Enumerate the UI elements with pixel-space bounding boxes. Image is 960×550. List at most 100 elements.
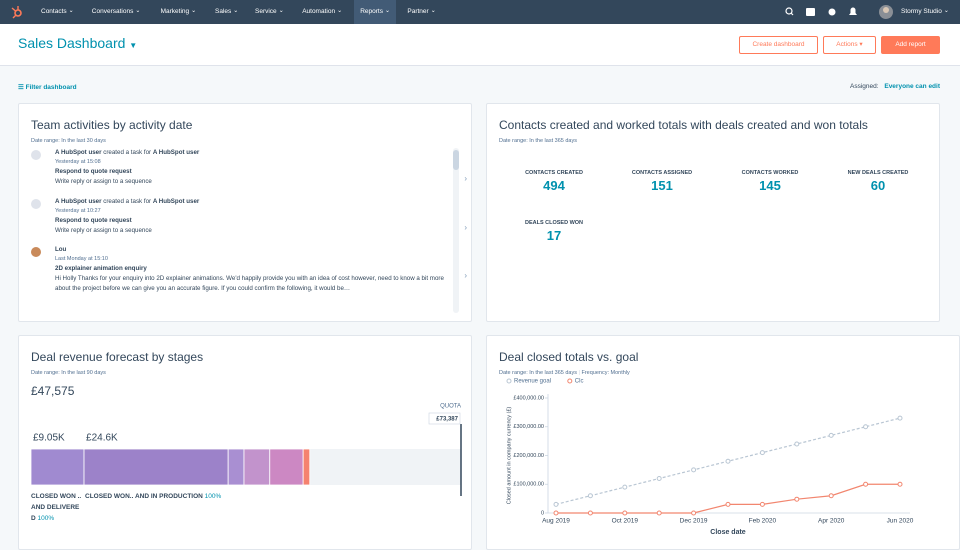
y-axis-label: Closed amount in company currency (£) <box>506 407 512 505</box>
actor: Lou <box>55 246 67 253</box>
quota-caption: QUOTA <box>440 404 461 410</box>
x-tick-label: Jun 2020 <box>887 518 914 525</box>
body-text: Write reply or assign to a sequence <box>55 178 152 185</box>
y-tick-label: £200,000.00 <box>513 453 544 459</box>
stage-name: CLOSED WON .. AND DELIVERED <box>31 493 82 522</box>
point <box>656 476 662 481</box>
metric-value: 17 <box>546 228 562 243</box>
nav-item[interactable]: Marketing <box>155 0 203 24</box>
add-report-button[interactable]: Add report <box>881 36 940 54</box>
quota-value: £73,387 <box>436 417 458 423</box>
filter-text: Filter dashboard <box>25 84 77 91</box>
nav-item[interactable]: Service <box>249 0 290 24</box>
metric-label: DEALS CLOSED WON <box>524 220 584 226</box>
avatar[interactable] <box>878 3 894 21</box>
metric-value: 60 <box>870 178 886 193</box>
date-range: Date range: In the last 365 days | Frequ… <box>499 370 630 376</box>
card-title: Deal revenue forecast by stages <box>31 350 204 364</box>
metric-value: 151 <box>651 178 673 193</box>
chevron: › <box>464 223 467 232</box>
card-title: Team activities by activity date <box>31 118 193 132</box>
y-tick-label: 0 <box>541 510 544 516</box>
actor: A HubSpot user <box>55 198 102 205</box>
point <box>897 415 903 421</box>
forecast-card: Deal revenue forecast by stages Date ran… <box>18 335 472 550</box>
stage: CLOSED WON.. AND IN PRODUCTION 100% <box>85 491 245 502</box>
assigned-value[interactable]: Everyone can edit <box>884 83 940 90</box>
forecast-total: £47,575 <box>31 384 75 398</box>
filter-dashboard[interactable]: ☰ Filter dashboard <box>18 84 77 91</box>
header: Sales Dashboard ▼ Create dashboard Actio… <box>0 24 960 66</box>
nav-item[interactable]: Sales <box>209 0 244 24</box>
metric-value: 145 <box>759 178 781 193</box>
activity-body: A HubSpot user created a task for A HubS… <box>55 148 451 187</box>
quota-box <box>428 412 461 425</box>
activity-header: A HubSpot user created a task for A HubS… <box>55 148 451 158</box>
segment-label: £9.05K <box>33 433 65 444</box>
avatar <box>31 150 41 160</box>
point <box>553 501 559 507</box>
nav-icons[interactable] <box>780 4 880 20</box>
time: Yesterday at 10:27 <box>55 208 101 214</box>
goal-chart: 0 £100,000.00 £200,000.00 £300,000.00 £400,0… <box>506 378 914 536</box>
point <box>759 501 765 507</box>
date-range: Date range: In the last 30 days <box>31 138 106 144</box>
stage-percent: 100% <box>37 515 55 522</box>
stage-name: CLOSED WON.. AND IN PRODUCTION <box>85 493 203 500</box>
metric-label: NEW DEALS CREATED <box>847 170 909 176</box>
nav-item[interactable]: Conversations <box>86 0 147 24</box>
legend-marker <box>567 378 573 384</box>
frequency: Frequency: Monthly <box>581 370 630 376</box>
time: Yesterday at 15:08 <box>55 159 101 165</box>
nav-item[interactable]: Contacts <box>35 0 80 24</box>
nav-item[interactable]: Partner <box>401 0 441 24</box>
forecast-chart: £9.05K £24.6K QUOTA £73,387 <box>30 404 462 496</box>
x-tick-label: Apr 2020 <box>818 518 845 525</box>
avatar <box>31 199 41 209</box>
card-title: Contacts created and worked totals with … <box>499 118 868 132</box>
metric-value: 494 <box>543 178 565 193</box>
dashboard-title[interactable]: Sales Dashboard ▼ <box>18 35 137 51</box>
point <box>656 510 662 516</box>
time: Last Monday at 15:10 <box>55 256 108 262</box>
metric: CONTACTS WORKED 145 <box>715 170 825 193</box>
point <box>587 510 593 516</box>
legend-marker <box>506 378 512 384</box>
create-dashboard-button[interactable]: Create dashboard <box>739 36 818 54</box>
avatar <box>31 247 41 257</box>
point <box>622 484 628 490</box>
activity: A HubSpot user created a task for A HubS… <box>31 197 467 236</box>
title-text: Sales Dashboard <box>18 35 126 51</box>
button-text: Actions <box>836 41 858 48</box>
activity-header: Lou <box>55 245 451 255</box>
nav-item[interactable]: Automation <box>296 0 348 24</box>
target: A HubSpot user <box>152 198 200 205</box>
assigned: Assigned: Everyone can edit <box>850 83 940 90</box>
point <box>828 493 834 499</box>
scroll-thumb[interactable] <box>453 150 459 170</box>
bar-segment <box>227 448 245 486</box>
metric-label: CONTACTS ASSIGNED <box>631 170 693 176</box>
logo[interactable] <box>10 5 24 19</box>
point <box>622 510 628 516</box>
activity-header: A HubSpot user created a task for A HubS… <box>55 197 451 207</box>
activity: Lou Last Monday at 15:10 2D explainer anim… <box>31 245 467 294</box>
metric: NEW DEALS CREATED 60 <box>823 170 933 193</box>
user-menu[interactable]: Stormy Studio <box>895 0 955 24</box>
segment-label: £24.6K <box>86 433 118 444</box>
scrollbar[interactable] <box>453 148 459 313</box>
subject: 2D explainer animation enquiry <box>55 265 147 272</box>
nav-item[interactable]: Reports <box>354 0 396 24</box>
bar-segment <box>302 448 311 486</box>
stage-percent: 100% <box>204 493 222 500</box>
action: created a task for <box>103 149 152 156</box>
metric: CONTACTS CREATED 494 <box>499 170 609 193</box>
target: A HubSpot user <box>152 149 200 156</box>
body-text: Write reply or assign to a sequence <box>55 227 152 234</box>
actions-button[interactable]: Actions ▾ <box>823 36 876 54</box>
card-title: Deal closed totals vs. goal <box>499 350 639 364</box>
assigned-label: Assigned: <box>850 83 879 90</box>
metric-label: CONTACTS CREATED <box>525 170 583 176</box>
x-axis-label: Close date <box>710 529 746 536</box>
action: created a task for <box>103 198 152 205</box>
